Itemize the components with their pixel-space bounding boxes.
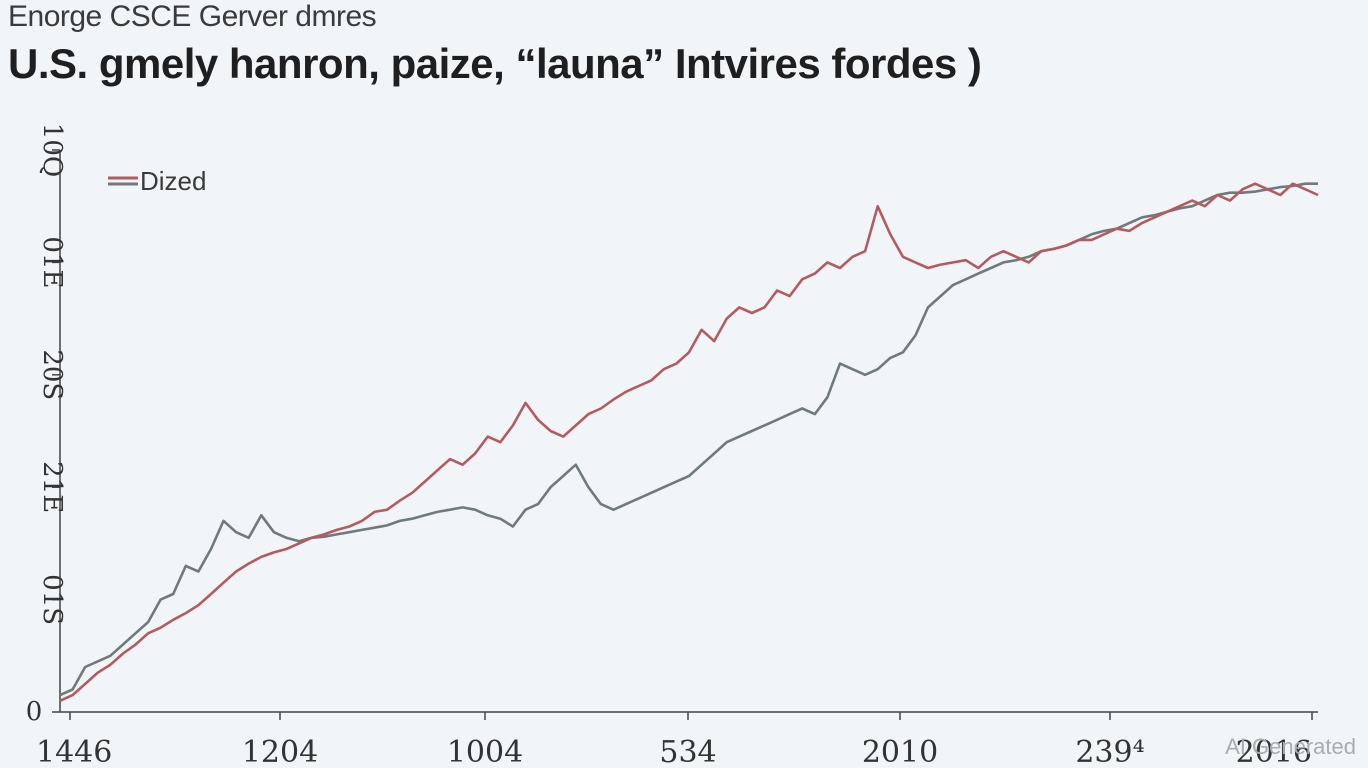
x-tick-label: 534 — [659, 735, 716, 768]
chart-title: U.S. gmely hanron, paize, “launa” Intvir… — [8, 40, 982, 87]
x-tick-label: 239⁴ — [1075, 735, 1144, 768]
y-tick-label: 10Q — [37, 123, 67, 177]
y-tick-label: 01E — [37, 236, 67, 288]
watermark: AI Generated — [1225, 734, 1356, 759]
y-tick-label: 21E — [37, 461, 67, 513]
series-line-gray — [59, 182, 1318, 697]
series-layer — [59, 182, 1319, 702]
series-line-dized — [59, 182, 1319, 702]
y-tick-label: 0 — [26, 697, 43, 727]
legend: Dized — [108, 166, 206, 196]
x-tick-label: 1004 — [447, 735, 523, 768]
y-tick-label: 01S — [37, 574, 67, 625]
x-axis-ticks: 1446 1204 1004 534 2010 239⁴ 2016 — [36, 712, 1313, 768]
x-tick-label: 1446 — [36, 735, 112, 768]
x-tick-label: 1204 — [242, 735, 318, 768]
x-tick-label: 2016 — [1236, 735, 1312, 768]
x-tick-label: 2010 — [862, 735, 938, 768]
y-tick-label: 20S — [37, 349, 67, 400]
chart-subtitle: Enorge CSCE Gerver dmres — [8, 0, 377, 33]
legend-label: Dized — [140, 166, 206, 196]
y-axis-ticks: 0 01S 21E 20S 01E 10Q — [26, 123, 67, 727]
